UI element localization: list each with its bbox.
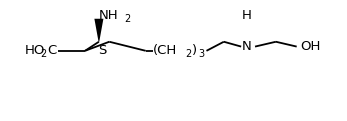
Text: N: N [242, 40, 252, 53]
Text: NH: NH [99, 9, 119, 22]
Polygon shape [94, 19, 103, 42]
Text: C: C [48, 44, 57, 57]
Text: HO: HO [24, 44, 45, 57]
Text: 2: 2 [40, 49, 46, 59]
Text: 2: 2 [185, 49, 191, 59]
Text: H: H [242, 9, 252, 22]
Text: ): ) [192, 44, 197, 57]
Text: 2: 2 [124, 14, 130, 24]
Text: OH: OH [301, 40, 321, 53]
Text: S: S [98, 44, 107, 57]
Text: (CH: (CH [153, 44, 177, 57]
Text: 3: 3 [198, 49, 205, 59]
